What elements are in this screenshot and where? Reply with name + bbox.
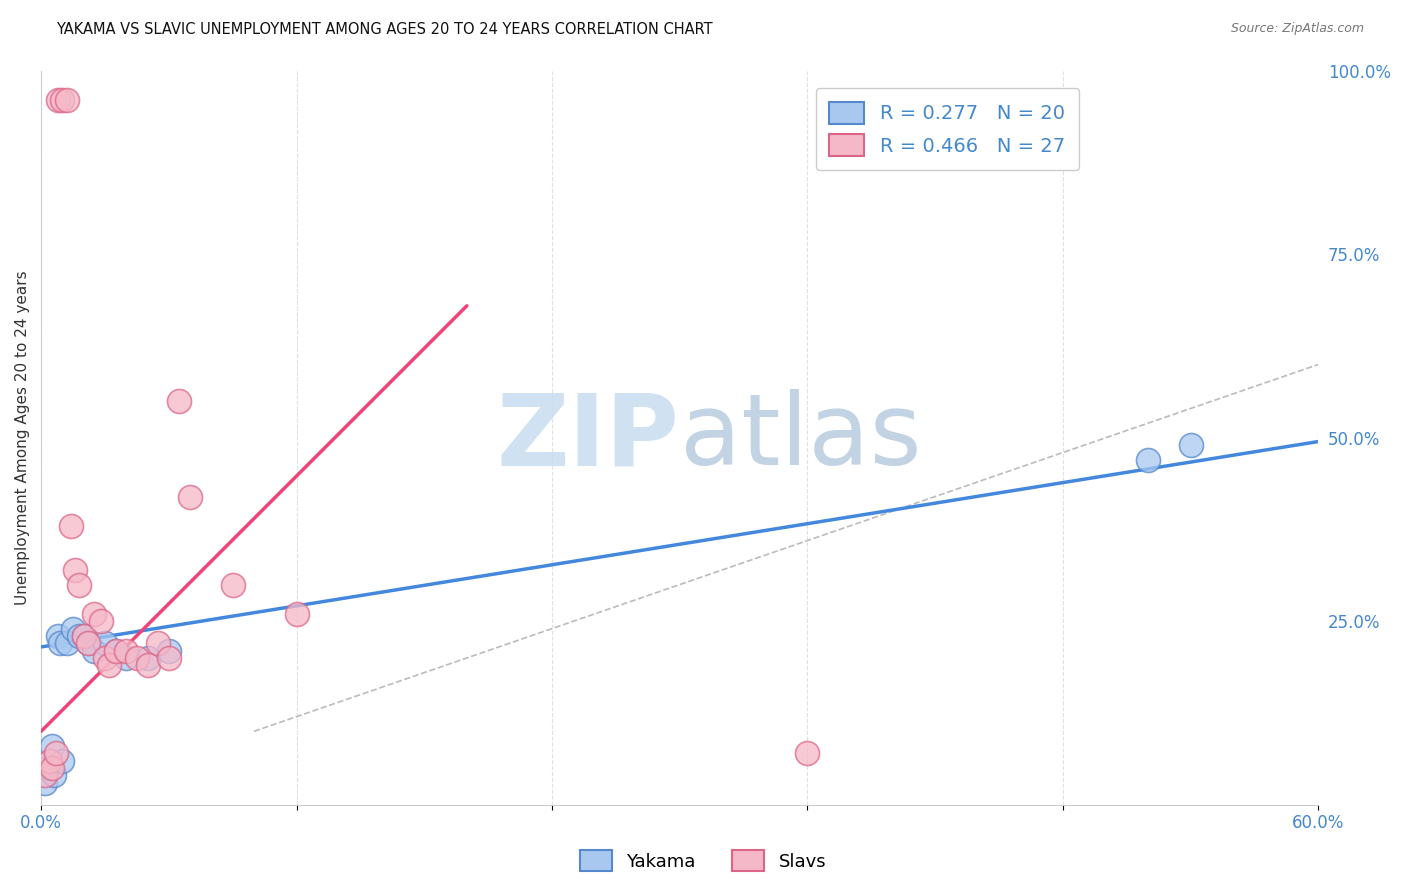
Point [104,643,127,657]
Point [98,658,121,673]
Text: YAKAMA VS SLAVIC UNEMPLOYMENT AMONG AGES 20 TO 24 YEARS CORRELATION CHART: YAKAMA VS SLAVIC UNEMPLOYMENT AMONG AGES… [56,22,713,37]
Point [55,636,77,650]
Point [73,629,96,643]
Text: atlas: atlas [679,390,921,486]
Point [62,622,84,636]
Point [41,739,63,753]
Point [179,490,201,504]
Point [136,658,159,673]
Point [1136,453,1159,467]
Point [46,629,69,643]
Point [90,614,112,628]
Point [796,747,818,761]
Y-axis label: Unemployment Among Ages 20 to 24 years: Unemployment Among Ages 20 to 24 years [15,270,30,605]
Text: Source: ZipAtlas.com: Source: ZipAtlas.com [1230,22,1364,36]
Point [42,768,65,782]
Point [55,94,77,108]
Point [157,643,180,657]
Point [51,94,73,108]
Point [115,643,138,657]
Point [41,761,63,775]
Legend: Yakama, Slavs: Yakama, Slavs [572,843,834,879]
Point [94,636,117,650]
Point [46,94,69,108]
Point [38,754,60,768]
Point [221,577,243,591]
Point [169,394,191,409]
Point [115,651,138,665]
Text: ZIP: ZIP [496,390,679,486]
Point [83,607,105,621]
Point [148,636,170,650]
Point [136,651,159,665]
Point [83,643,105,657]
Point [67,629,90,643]
Point [104,643,127,657]
Point [59,519,82,533]
Point [45,747,67,761]
Point [94,651,117,665]
Point [285,607,308,621]
Point [125,651,148,665]
Legend: R = 0.277   N = 20, R = 0.466   N = 27: R = 0.277 N = 20, R = 0.466 N = 27 [815,88,1078,170]
Point [51,754,73,768]
Point [49,636,72,650]
Point [77,636,100,650]
Point [37,761,59,775]
Point [63,563,86,577]
Point [157,651,180,665]
Point [1180,438,1202,452]
Point [34,775,56,789]
Point [67,577,90,591]
Point [77,636,100,650]
Point [34,768,56,782]
Point [73,629,96,643]
